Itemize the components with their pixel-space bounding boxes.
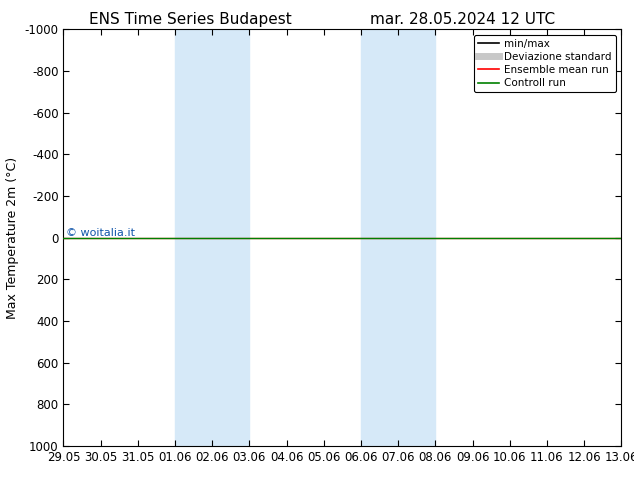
Text: mar. 28.05.2024 12 UTC: mar. 28.05.2024 12 UTC — [370, 12, 555, 27]
Y-axis label: Max Temperature 2m (°C): Max Temperature 2m (°C) — [6, 157, 19, 318]
Bar — [175, 29, 249, 446]
Text: © woitalia.it: © woitalia.it — [66, 228, 135, 238]
Legend: min/max, Deviazione standard, Ensemble mean run, Controll run: min/max, Deviazione standard, Ensemble m… — [474, 35, 616, 92]
Bar — [361, 29, 436, 446]
Text: ENS Time Series Budapest: ENS Time Series Budapest — [89, 12, 292, 27]
